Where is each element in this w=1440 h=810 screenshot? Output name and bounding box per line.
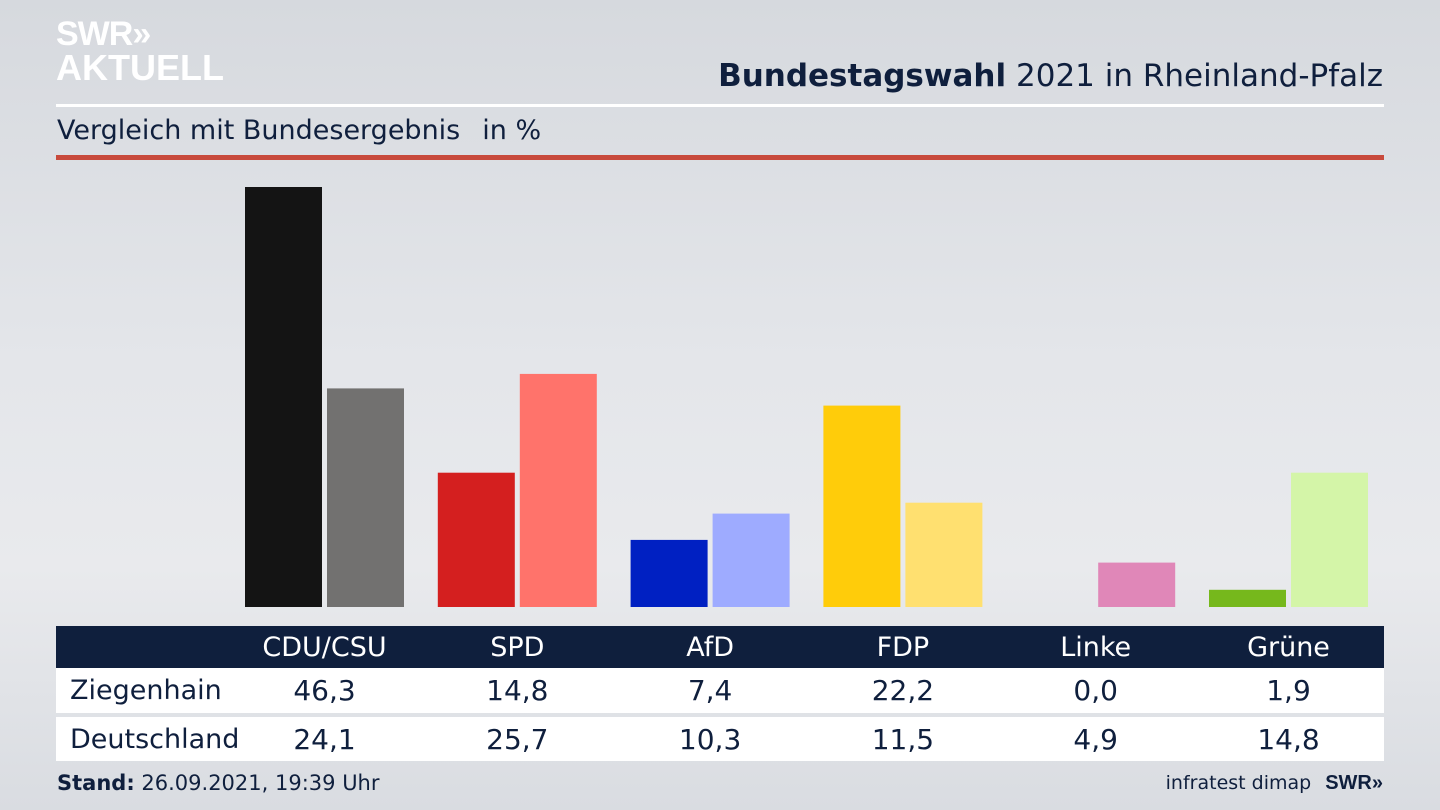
swr-aktuell-logo: SWR» AKTUELL xyxy=(56,15,224,88)
table-row-ziegenhain: Ziegenhain 46,3 14,8 7,4 22,2 0,0 1,9 xyxy=(56,668,1384,713)
value-cell-fdp: 11,5 xyxy=(871,722,935,756)
value-cell-cdu-csu: 46,3 xyxy=(293,674,356,707)
bar-gr-ne-deutschland xyxy=(1291,472,1368,607)
value-cell-fdp: 22,2 xyxy=(871,674,935,707)
value-cell-gr-ne: 1,9 xyxy=(1266,674,1311,707)
value-cell-afd: 7,4 xyxy=(687,674,733,707)
column-header-afd: AfD xyxy=(686,631,734,663)
bar-chart xyxy=(245,187,1368,607)
column-header-fdp: FDP xyxy=(876,631,930,663)
title-bold: Bundestagswahl xyxy=(718,58,1007,94)
row-label: Ziegenhain xyxy=(70,675,222,706)
logo-swr: SWR xyxy=(56,15,133,53)
bar-afd-ziegenhain xyxy=(630,539,708,607)
unit-label: in % xyxy=(482,115,542,146)
column-header-gr-ne: Grüne xyxy=(1247,631,1330,663)
bar-fdp-deutschland xyxy=(905,502,983,607)
timestamp: Stand: 26.09.2021, 19:39 Uhr xyxy=(57,771,380,795)
accent-divider xyxy=(56,155,1384,160)
bar-spd-ziegenhain xyxy=(437,472,515,607)
column-header-spd: SPD xyxy=(490,631,545,663)
column-header-cdu-csu: CDU/CSU xyxy=(262,631,387,663)
logo-arrows-icon: » xyxy=(132,15,151,53)
title-rest: 2021 in Rheinland-Pfalz xyxy=(1016,58,1383,94)
bar-fdp-ziegenhain xyxy=(823,405,901,607)
value-cell-linke: 0,0 xyxy=(1073,674,1118,707)
row-label: Deutschland xyxy=(70,723,240,755)
bar-spd-deutschland xyxy=(519,373,597,607)
stand-label: Stand: xyxy=(57,771,135,795)
page-title: Bundestagswahl 2021 in Rheinland-Pfalz xyxy=(718,58,1383,94)
value-cell-gr-ne: 14,8 xyxy=(1257,722,1320,756)
table-header: CDU/CSU SPD AfD FDP Linke Grüne xyxy=(56,626,1384,668)
swr-brand-logo: SWR» xyxy=(1325,772,1383,794)
source-text: infratest dimap xyxy=(1165,772,1312,794)
table-row-deutschland: Deutschland 24,1 25,7 10,3 11,5 4,9 14,8 xyxy=(56,717,1384,761)
value-cell-linke: 4,9 xyxy=(1073,722,1118,756)
column-header-linke: Linke xyxy=(1060,631,1132,663)
chart-subtitle: Vergleich mit Bundesergebnis in % xyxy=(57,115,541,146)
value-cell-afd: 10,3 xyxy=(678,722,742,756)
value-cell-spd: 14,8 xyxy=(486,674,549,707)
logo-aktuell: AKTUELL xyxy=(56,47,224,88)
bar-cdu-csu-deutschland xyxy=(327,388,404,607)
subtitle-text: Vergleich mit Bundesergebnis xyxy=(57,115,461,146)
bar-afd-deutschland xyxy=(712,513,790,607)
title-divider xyxy=(56,104,1384,107)
stand-value: 26.09.2021, 19:39 Uhr xyxy=(141,771,380,795)
bar-linke-deutschland xyxy=(1098,562,1176,607)
value-cell-spd: 25,7 xyxy=(486,722,549,756)
results-table: CDU/CSU SPD AfD FDP Linke Grüne Ziegenhain 46… xyxy=(56,626,1384,761)
bar-cdu-csu-ziegenhain xyxy=(245,187,322,607)
value-cell-cdu-csu: 24,1 xyxy=(293,722,356,756)
bar-gr-ne-ziegenhain xyxy=(1209,589,1286,607)
source-credit: infratest dimap SWR» xyxy=(1166,772,1383,795)
